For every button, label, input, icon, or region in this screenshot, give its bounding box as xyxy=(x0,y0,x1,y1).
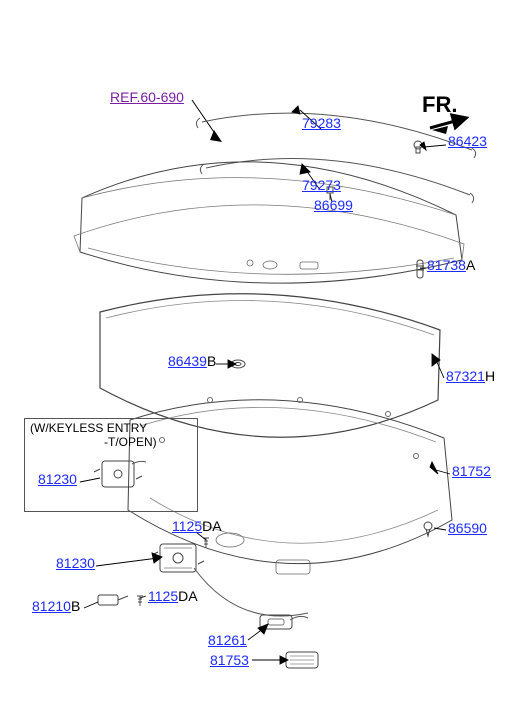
suffix-B2: B xyxy=(71,598,80,614)
part-81753[interactable]: 81753 xyxy=(210,653,249,667)
part-86439[interactable]: 86439 xyxy=(168,353,207,369)
suffix-H: H xyxy=(485,368,495,384)
part-79283[interactable]: 79283 xyxy=(302,116,341,130)
keyless-inset-title2: -T/OPEN) xyxy=(104,436,157,448)
suffix-DA2: DA xyxy=(178,588,197,604)
diagram-stage: FR. REF.60-690 (W/KEYLESS ENTRY -T/OPEN)… xyxy=(0,0,532,727)
keyless-inset-title: (W/KEYLESS ENTRY xyxy=(30,422,147,434)
part-1125-lower[interactable]: 1125 xyxy=(148,588,178,604)
part-81230-main[interactable]: 81230 xyxy=(56,556,95,570)
ref-link[interactable]: REF.60-690 xyxy=(110,90,184,104)
part-87321[interactable]: 87321 xyxy=(446,368,485,384)
fr-arrow xyxy=(430,118,466,134)
part-81230-inset[interactable]: 81230 xyxy=(38,472,77,486)
part-86590[interactable]: 86590 xyxy=(448,521,487,535)
suffix-A: A xyxy=(466,257,475,273)
part-79273[interactable]: 79273 xyxy=(302,178,341,192)
part-81752[interactable]: 81752 xyxy=(452,464,491,478)
part-86699[interactable]: 86699 xyxy=(314,198,353,212)
part-81210[interactable]: 81210 xyxy=(32,598,71,614)
part-86423[interactable]: 86423 xyxy=(448,134,487,148)
part-81738[interactable]: 81738 xyxy=(427,257,466,273)
suffix-DA: DA xyxy=(202,518,221,534)
part-81261[interactable]: 81261 xyxy=(208,633,247,647)
fr-label: FR. xyxy=(422,92,457,118)
part-1125-upper[interactable]: 1125 xyxy=(172,518,202,534)
suffix-B: B xyxy=(207,353,216,369)
